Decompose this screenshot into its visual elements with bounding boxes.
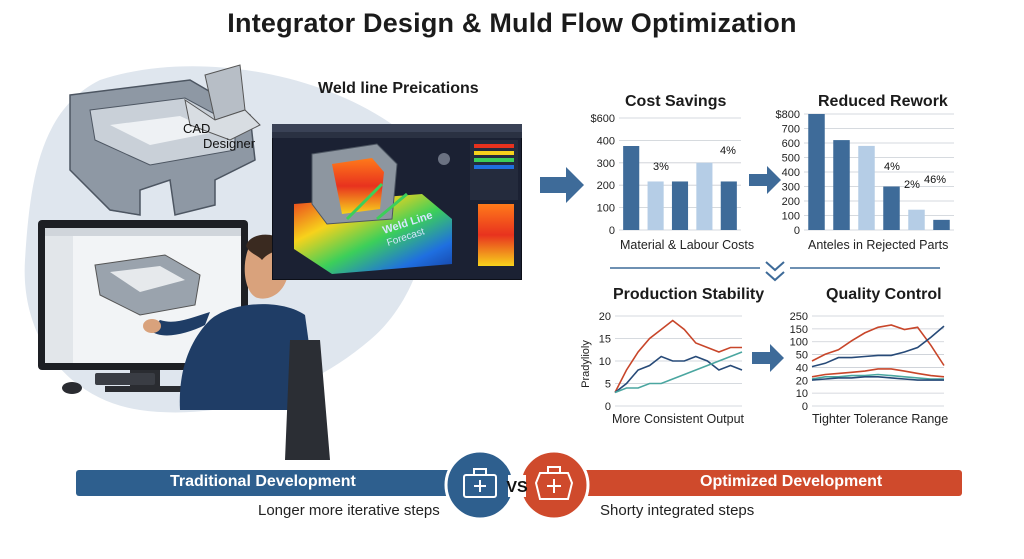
optimized-label: Optimized Development xyxy=(700,473,883,490)
window-titlebar xyxy=(272,124,522,132)
production-stability-title: Production Stability xyxy=(613,286,765,303)
series-line xyxy=(614,355,743,394)
bar-annotation: 3% xyxy=(653,161,669,173)
arrow-to-quality xyxy=(752,344,784,372)
series-line xyxy=(811,373,944,380)
y-tick-label: 150 xyxy=(790,324,808,336)
y-tick-label: 100 xyxy=(790,337,808,349)
reduced-rework-chart: $800 700 600 500 400 300 200 100 0 4% 2% 46% xyxy=(776,109,954,236)
series-line xyxy=(811,325,945,368)
bar xyxy=(696,162,713,230)
production-stability-chart: 20 15 10 5 0 Pradylioly xyxy=(580,311,743,412)
comparison-bars xyxy=(76,470,962,496)
bar xyxy=(883,186,900,230)
bar-annotation: 2% xyxy=(904,179,920,191)
production-stability-caption: More Consistent Output xyxy=(612,412,745,426)
vs-badges: VS xyxy=(444,449,590,521)
y-tick-label: 100 xyxy=(782,211,800,223)
arrow-to-rework xyxy=(749,166,781,194)
y-tick-label: 250 xyxy=(790,311,808,323)
traditional-subtitle: Longer more iterative steps xyxy=(258,502,440,519)
y-tick-label: 10 xyxy=(599,356,611,368)
chair-icon xyxy=(285,340,330,460)
y-tick-label: 200 xyxy=(597,180,615,192)
y-tick-label: 300 xyxy=(782,182,800,194)
y-tick-label: 0 xyxy=(605,401,611,412)
bar xyxy=(647,181,664,230)
y-tick-label: 15 xyxy=(599,334,611,346)
series-line xyxy=(811,324,945,366)
mouse-icon xyxy=(62,382,82,394)
y-tick-label: $800 xyxy=(776,109,800,121)
simulation-title: Weld line Preications xyxy=(318,80,479,97)
y-tick-label: $600 xyxy=(591,113,615,125)
cost-savings-chart: $600 400 300 200 100 0 3% 4% xyxy=(591,113,741,236)
keyboard-icon xyxy=(95,373,155,385)
y-tick-label: 0 xyxy=(802,401,808,412)
y-tick-label: 500 xyxy=(782,153,800,165)
bar xyxy=(908,209,925,230)
optimized-subtitle: Shorty integrated steps xyxy=(600,502,755,519)
legend-panel xyxy=(470,140,518,200)
bar xyxy=(833,140,850,230)
y-tick-label: 400 xyxy=(782,167,800,179)
vs-label: VS xyxy=(506,479,528,496)
person-icon xyxy=(143,234,318,410)
y-tick-label: 40 xyxy=(796,362,808,374)
y-axis-label: Pradylioly xyxy=(580,340,592,388)
toolbox-icon xyxy=(463,468,497,498)
gauge-icon xyxy=(438,153,450,165)
series-line xyxy=(811,376,944,381)
bar-annotation: 46% xyxy=(924,174,946,186)
section-divider xyxy=(610,261,940,282)
preview-panel xyxy=(478,204,514,266)
optimized-bar xyxy=(566,470,962,496)
cost-savings-caption: Material & Labour Costs xyxy=(620,238,755,252)
integrated-kit-icon xyxy=(534,466,574,500)
simulation-window: Weld Line Forecast xyxy=(272,124,522,280)
arrow-to-cost xyxy=(540,167,584,203)
series-line xyxy=(614,319,742,393)
bar xyxy=(671,181,689,230)
bar xyxy=(720,181,737,230)
y-tick-label: 20 xyxy=(599,311,611,323)
y-tick-label: 100 xyxy=(597,203,615,215)
page-title: Integrator Design & Muld Flow Optimizati… xyxy=(227,8,797,38)
bar-annotation: 4% xyxy=(884,161,900,173)
bracket-part-icon xyxy=(184,64,261,141)
traditional-label: Traditional Development xyxy=(170,473,356,490)
y-tick-label: 50 xyxy=(796,350,808,362)
y-tick-label: 300 xyxy=(597,158,615,170)
cost-savings-title: Cost Savings xyxy=(625,93,727,110)
y-tick-label: 5 xyxy=(605,379,611,391)
bar xyxy=(858,145,875,230)
bar xyxy=(808,114,825,230)
traditional-bar xyxy=(76,470,476,496)
bar-annotation: 4% xyxy=(720,145,736,157)
y-tick-label: 400 xyxy=(597,135,615,147)
series-line xyxy=(811,368,945,378)
y-tick-label: 10 xyxy=(796,388,808,400)
quality-control-caption: Tighter Tolerance Range xyxy=(812,412,949,426)
y-tick-label: 0 xyxy=(609,225,615,236)
bar xyxy=(623,146,640,230)
window-toolbar xyxy=(272,132,522,138)
series-line xyxy=(614,351,743,394)
y-tick-label: 200 xyxy=(782,196,800,208)
cad-label: CAD xyxy=(183,121,210,136)
y-tick-label: 0 xyxy=(794,225,800,236)
y-tick-label: 700 xyxy=(782,124,800,136)
y-tick-label: 20 xyxy=(796,375,808,387)
reduced-rework-caption: Anteles in Rejected Parts xyxy=(808,238,949,252)
designer-label: Designer xyxy=(203,136,256,151)
flow-arrow xyxy=(345,182,408,221)
bar xyxy=(933,219,950,230)
y-tick-label: 600 xyxy=(782,138,800,150)
quality-control-title: Quality Control xyxy=(826,286,942,303)
reduced-rework-title: Reduced Rework xyxy=(818,93,948,110)
